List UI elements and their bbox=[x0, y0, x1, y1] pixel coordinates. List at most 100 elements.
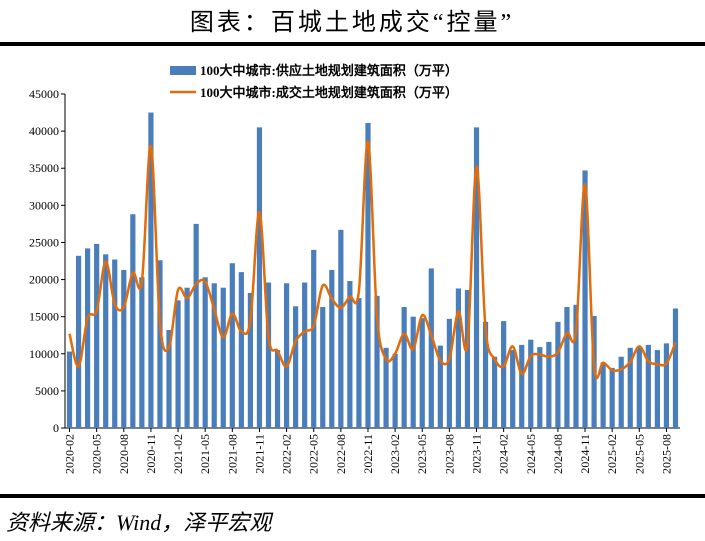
bar bbox=[85, 248, 91, 428]
x-tick-label: 2024-08 bbox=[551, 434, 565, 474]
bar bbox=[627, 347, 633, 428]
title-rule bbox=[0, 42, 705, 46]
x-tick-label: 2020-08 bbox=[117, 434, 131, 474]
bar bbox=[338, 229, 344, 428]
bar bbox=[329, 269, 335, 428]
y-tick-label: 0 bbox=[53, 421, 59, 435]
bar bbox=[501, 321, 507, 428]
bar bbox=[184, 287, 190, 428]
bar bbox=[175, 300, 181, 428]
y-tick-label: 45000 bbox=[29, 87, 59, 101]
bar bbox=[582, 170, 588, 428]
y-tick-label: 40000 bbox=[29, 124, 59, 138]
bar bbox=[94, 243, 100, 428]
y-tick-label: 20000 bbox=[29, 273, 59, 287]
bar bbox=[401, 307, 407, 428]
bar bbox=[283, 283, 290, 428]
x-tick-label: 2022-11 bbox=[361, 434, 375, 474]
bar bbox=[112, 259, 118, 428]
bar bbox=[636, 346, 642, 428]
bar bbox=[419, 318, 425, 428]
y-tick-label: 35000 bbox=[29, 161, 59, 175]
legend-bar-icon bbox=[170, 66, 196, 75]
x-tick-label: 2021-02 bbox=[171, 434, 185, 474]
bar bbox=[130, 214, 136, 428]
bar bbox=[157, 260, 163, 428]
bar bbox=[66, 351, 73, 428]
x-tick-label: 2020-05 bbox=[90, 434, 104, 474]
y-tick-label: 15000 bbox=[29, 310, 59, 324]
bar bbox=[139, 277, 145, 428]
y-tick-label: 10000 bbox=[29, 347, 59, 361]
bar bbox=[510, 350, 516, 428]
bar bbox=[256, 127, 263, 429]
bar bbox=[193, 223, 199, 428]
bar bbox=[428, 268, 434, 428]
x-tick-label: 2024-05 bbox=[524, 434, 538, 474]
bar bbox=[473, 127, 480, 429]
bar bbox=[166, 330, 172, 428]
bar bbox=[229, 263, 235, 428]
x-tick-label: 2025-05 bbox=[632, 434, 646, 474]
bar bbox=[564, 307, 570, 428]
bar bbox=[437, 345, 443, 428]
x-tick-label: 2023-08 bbox=[442, 434, 456, 474]
bar bbox=[672, 308, 679, 428]
chart-title: 图表：百城土地成交“控量” bbox=[190, 9, 514, 36]
x-tick-label: 2024-11 bbox=[578, 434, 592, 474]
x-tick-label: 2020-11 bbox=[144, 434, 158, 474]
x-tick-label: 2020-02 bbox=[63, 434, 77, 474]
bar bbox=[121, 269, 127, 428]
bar bbox=[654, 350, 660, 428]
legend-label: 100大中城市:供应土地规划建筑面积（万平） bbox=[200, 63, 458, 78]
bar bbox=[274, 350, 281, 428]
y-tick-label: 25000 bbox=[29, 235, 59, 249]
bar bbox=[202, 277, 208, 428]
y-tick-label: 30000 bbox=[29, 198, 59, 212]
bar bbox=[383, 347, 389, 428]
bar bbox=[238, 272, 244, 428]
x-tick-label: 2022-05 bbox=[307, 434, 321, 474]
bar bbox=[293, 306, 299, 428]
bar bbox=[265, 282, 272, 428]
y-tick-label: 5000 bbox=[35, 384, 59, 398]
x-tick-label: 2025-02 bbox=[605, 434, 619, 474]
x-tick-label: 2021-08 bbox=[225, 434, 239, 474]
bar bbox=[519, 344, 525, 428]
source: 资料来源：Wind，泽平宏观 bbox=[6, 510, 274, 535]
bar bbox=[247, 292, 254, 428]
bar bbox=[600, 362, 606, 428]
line bbox=[68, 140, 677, 380]
bar bbox=[491, 356, 498, 428]
bar bbox=[663, 343, 670, 428]
bar bbox=[374, 295, 380, 428]
bar bbox=[302, 282, 308, 428]
bottom-rule bbox=[0, 494, 705, 498]
bar bbox=[365, 122, 371, 429]
x-tick-label: 2023-11 bbox=[470, 434, 484, 474]
bar bbox=[555, 321, 561, 428]
bar bbox=[609, 367, 615, 428]
bar bbox=[148, 112, 154, 429]
bar bbox=[645, 344, 651, 428]
bar bbox=[103, 254, 109, 428]
bar bbox=[482, 321, 489, 428]
bar bbox=[573, 304, 579, 428]
bar bbox=[455, 288, 462, 428]
bar bbox=[392, 353, 398, 428]
bar bbox=[220, 287, 226, 428]
x-tick-label: 2025-08 bbox=[659, 434, 673, 474]
x-tick-label: 2022-02 bbox=[280, 434, 294, 474]
bar bbox=[446, 318, 452, 428]
bar bbox=[410, 316, 416, 428]
bar bbox=[546, 341, 552, 428]
bar bbox=[347, 281, 353, 428]
bar bbox=[311, 249, 317, 428]
bar bbox=[618, 356, 624, 428]
bar bbox=[75, 255, 82, 428]
bar bbox=[320, 307, 326, 428]
x-tick-label: 2021-05 bbox=[198, 434, 212, 474]
bar bbox=[356, 298, 362, 428]
x-tick-label: 2022-08 bbox=[334, 434, 348, 474]
bar bbox=[464, 289, 471, 428]
